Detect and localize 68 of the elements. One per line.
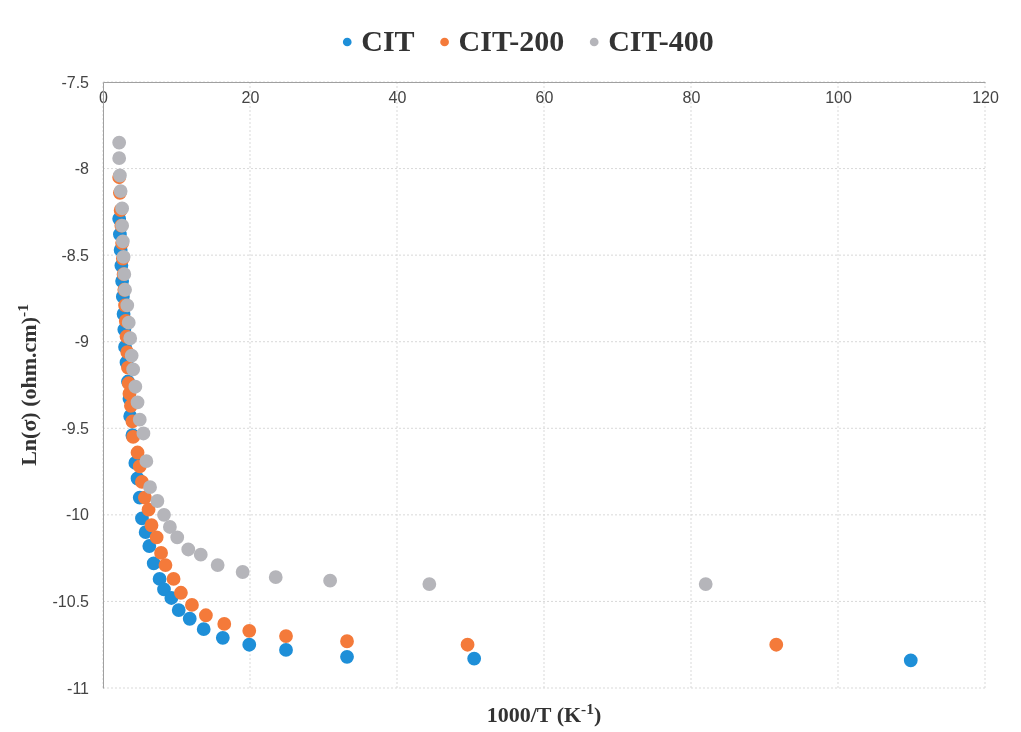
y-tick-label: -8.5: [61, 246, 90, 264]
y-tick-label: -9: [74, 333, 90, 351]
point: [279, 629, 293, 643]
point: [340, 649, 354, 664]
point: [141, 502, 156, 517]
point: [128, 379, 143, 394]
x-tick-label: 20: [241, 89, 260, 107]
point: [123, 331, 138, 346]
point: [769, 637, 784, 652]
point: [158, 558, 173, 572]
point: [136, 426, 151, 441]
point: [154, 546, 168, 560]
legend-label: CIT-400: [608, 24, 714, 57]
point: [130, 395, 145, 410]
point: [217, 617, 232, 631]
point: [150, 494, 165, 508]
x-tick-label: 100: [825, 89, 852, 107]
point: [193, 547, 208, 562]
point: [132, 412, 147, 427]
point: [126, 362, 141, 377]
y-tick-label: -10: [65, 506, 90, 524]
point: [144, 518, 159, 533]
point: [143, 480, 157, 495]
point: [139, 454, 154, 469]
point: [279, 643, 293, 657]
y-tick-label: -11: [67, 679, 90, 697]
point: [182, 611, 197, 626]
point: [198, 608, 213, 623]
point: [142, 539, 157, 553]
point: [903, 653, 918, 668]
point: [323, 573, 338, 588]
point: [181, 542, 196, 557]
legend-label: CIT-200: [458, 24, 565, 57]
x-tick-label: 60: [535, 89, 554, 107]
point: [130, 445, 145, 460]
point: [185, 598, 199, 612]
point: [170, 530, 185, 545]
x-tick-label: 80: [682, 89, 701, 107]
point: [157, 507, 171, 522]
point: [171, 603, 186, 617]
point: [698, 577, 713, 592]
x-axis-title: 1000/T (K$^{-1}$): [486, 699, 602, 727]
y-tick-label: -7.5: [61, 73, 90, 91]
point: [174, 585, 188, 600]
point: [149, 530, 164, 545]
point: [112, 151, 127, 166]
point: [235, 565, 250, 579]
point: [162, 520, 177, 534]
y-tick-label: -8: [74, 160, 90, 178]
point: [460, 637, 475, 652]
point: [112, 135, 127, 150]
point: [422, 577, 437, 592]
point: [467, 651, 482, 666]
point: [157, 582, 171, 597]
legend-label: CIT: [361, 24, 415, 57]
point: [242, 623, 257, 638]
x-tick-label: 40: [388, 89, 407, 107]
point: [196, 622, 211, 637]
point: [340, 634, 354, 649]
point: [124, 348, 139, 363]
y-tick-label: -9.5: [61, 419, 90, 437]
point: [268, 570, 283, 585]
point: [166, 572, 181, 586]
x-tick-label: 120: [972, 89, 999, 107]
point: [210, 558, 225, 572]
point: [242, 637, 257, 652]
y-tick-label: -10.5: [52, 593, 90, 611]
point: [215, 630, 230, 645]
